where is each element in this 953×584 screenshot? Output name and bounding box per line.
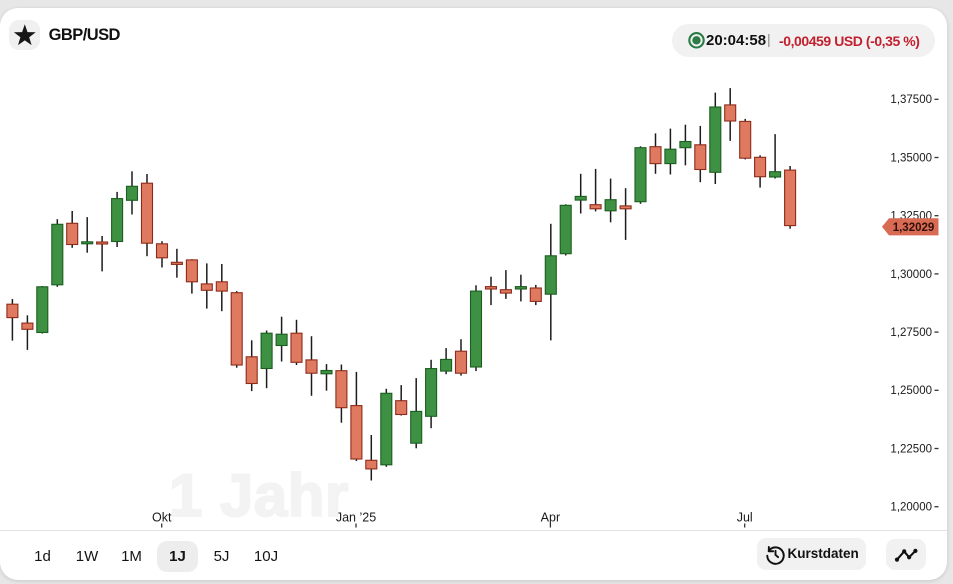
svg-text:1,25000: 1,25000 [890,385,932,397]
svg-text:1,20000: 1,20000 [890,502,932,514]
svg-text:1,30000: 1,30000 [890,269,932,281]
svg-text:Jan ’25: Jan ’25 [336,511,376,525]
svg-text:1,35000: 1,35000 [890,152,932,164]
svg-text:1,37500: 1,37500 [890,94,932,106]
svg-text:1,22500: 1,22500 [890,443,932,455]
svg-text:Okt: Okt [152,511,172,525]
svg-text:Jul: Jul [737,511,753,525]
svg-text:1,27500: 1,27500 [890,327,932,339]
svg-text:Apr: Apr [541,511,560,525]
svg-text:1,32029: 1,32029 [893,222,935,234]
